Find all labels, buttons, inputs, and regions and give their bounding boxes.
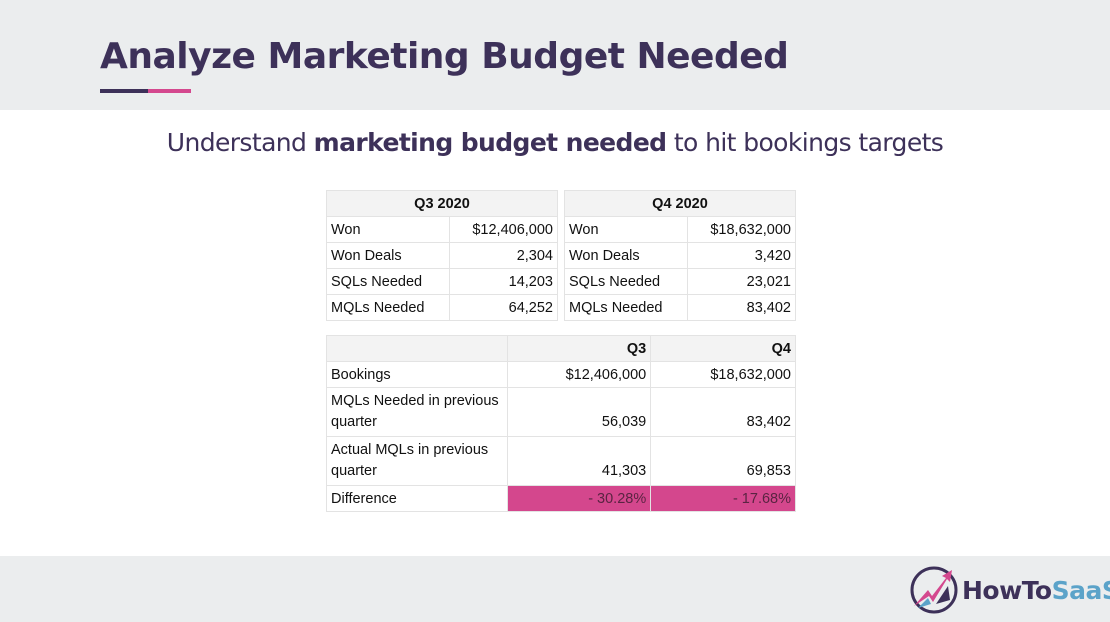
slide-subtitle: Understand marketing budget needed to hi…	[0, 128, 1110, 157]
q3-value: $12,406,000	[506, 361, 652, 388]
table-row: MQLs Needed in previous quarter 56,039 8…	[326, 387, 796, 437]
column-header-q4: Q4	[650, 335, 796, 362]
q3-value: 56,039	[506, 387, 652, 437]
row-value: 2,304	[449, 242, 558, 269]
q3-value: 41,303	[506, 436, 652, 486]
column-header-blank	[326, 335, 508, 362]
row-label: Won Deals	[563, 242, 689, 269]
howtosaas-logo-icon	[910, 566, 958, 614]
table-row: SQLs Needed 14,203	[325, 268, 558, 295]
row-label: Won	[325, 216, 451, 243]
q4-value: 83,402	[650, 387, 796, 437]
row-label: Won Deals	[325, 242, 451, 269]
row-value: $12,406,000	[449, 216, 558, 243]
title-underline-pink	[148, 89, 191, 93]
column-header-q3: Q3	[506, 335, 652, 362]
table-row: Won $12,406,000	[325, 216, 558, 243]
row-value: 23,021	[687, 268, 796, 295]
row-label: Bookings	[326, 361, 508, 388]
row-label: MQLs Needed	[325, 294, 451, 321]
q4-value: 69,853	[650, 436, 796, 486]
comparison-table: Q3 Q4 Bookings $12,406,000 $18,632,000 M…	[326, 335, 796, 512]
table-row: Won $18,632,000	[563, 216, 796, 243]
title-underline-dark	[100, 89, 148, 93]
table-row: Won Deals 3,420	[563, 242, 796, 269]
row-value: 14,203	[449, 268, 558, 295]
comparison-header-row: Q3 Q4	[326, 335, 796, 362]
table-row: Won Deals 2,304	[325, 242, 558, 269]
q4-value: $18,632,000	[650, 361, 796, 388]
row-label: Actual MQLs in previous quarter	[326, 436, 508, 486]
slide-title: Analyze Marketing Budget Needed	[100, 36, 789, 77]
table-row: MQLs Needed 83,402	[563, 294, 796, 321]
q3-table-header: Q3 2020	[326, 190, 558, 217]
subtitle-post: to hit bookings targets	[666, 128, 944, 157]
table-row: Difference - 30.28% - 17.68%	[326, 485, 796, 512]
table-row: MQLs Needed 64,252	[325, 294, 558, 321]
subtitle-pre: Understand	[166, 128, 314, 157]
brand-part2: SaaS	[1051, 576, 1110, 605]
q3-difference-cell: - 30.28%	[506, 485, 652, 512]
row-value: $18,632,000	[687, 216, 796, 243]
row-label: SQLs Needed	[325, 268, 451, 295]
row-label: MQLs Needed	[563, 294, 689, 321]
subtitle-bold: marketing budget needed	[313, 128, 667, 157]
table-row: Bookings $12,406,000 $18,632,000	[326, 361, 796, 388]
row-label: Difference	[326, 485, 508, 512]
table-row: Actual MQLs in previous quarter 41,303 6…	[326, 436, 796, 486]
q4-table-header: Q4 2020	[564, 190, 796, 217]
brand-wordmark: HowToSaaS	[962, 576, 1110, 605]
row-value: 3,420	[687, 242, 796, 269]
q4-2020-table: Q4 2020 Won $18,632,000 Won Deals 3,420 …	[563, 190, 796, 321]
brand-part1: HowTo	[962, 576, 1052, 605]
table-row: SQLs Needed 23,021	[563, 268, 796, 295]
row-label: Won	[563, 216, 689, 243]
q3-2020-table: Q3 2020 Won $12,406,000 Won Deals 2,304 …	[325, 190, 558, 321]
q4-difference-cell: - 17.68%	[650, 485, 796, 512]
row-label: SQLs Needed	[563, 268, 689, 295]
row-label: MQLs Needed in previous quarter	[326, 387, 508, 437]
row-value: 64,252	[449, 294, 558, 321]
row-value: 83,402	[687, 294, 796, 321]
